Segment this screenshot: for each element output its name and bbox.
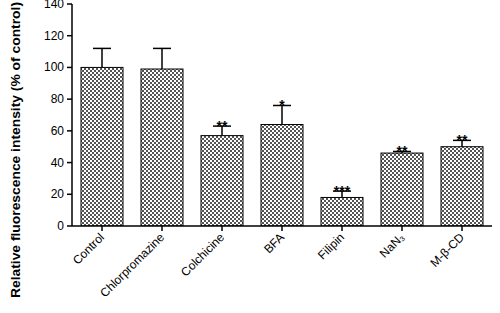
error-bar: [93, 48, 111, 67]
bar: [201, 136, 243, 226]
y-axis: [71, 4, 73, 226]
error-bar: [153, 48, 171, 69]
y-tick: [67, 225, 72, 227]
y-tick-label: 40: [51, 156, 65, 170]
x-tick-label: M-β-CD: [427, 230, 467, 270]
bar: [141, 69, 183, 226]
error-stem: [161, 48, 163, 69]
y-tick: [67, 35, 72, 37]
x-tick: [101, 226, 103, 231]
chart-svg: **********020406080100120140ControlChlor…: [0, 0, 500, 313]
x-tick-label: NaN₃: [377, 230, 407, 260]
x-tick-label: BFA: [261, 230, 287, 256]
x-tick: [161, 226, 163, 231]
y-tick: [67, 98, 72, 100]
x-tick: [281, 226, 283, 231]
y-tick: [67, 162, 72, 164]
y-tick: [67, 67, 72, 69]
x-tick: [341, 226, 343, 231]
error-stem: [101, 48, 103, 67]
bar: [81, 67, 123, 226]
x-tick: [461, 226, 463, 231]
significance-label: **: [457, 132, 468, 148]
y-tick-label: 100: [44, 60, 64, 74]
significance-label: **: [397, 143, 408, 159]
x-tick-label: Filipin: [315, 230, 347, 262]
y-tick-label: 120: [44, 29, 64, 43]
error-cap: [153, 48, 171, 50]
y-tick: [67, 130, 72, 132]
y-tick-label: 60: [51, 124, 65, 138]
y-tick-label: 20: [51, 187, 65, 201]
significance-label: *: [279, 97, 285, 113]
significance-label: ***: [334, 183, 351, 199]
bar: [441, 147, 483, 226]
significance-label: **: [217, 118, 228, 134]
bar: [381, 153, 423, 226]
x-tick: [221, 226, 223, 231]
x-tick-label: Chlorpromazine: [97, 230, 167, 300]
y-tick: [67, 194, 72, 196]
y-tick-label: 80: [51, 92, 65, 106]
x-tick-label: Colchicine: [178, 230, 227, 279]
y-tick-label: 0: [57, 219, 64, 233]
bars: [81, 48, 483, 226]
bar: [321, 197, 363, 226]
x-tick-label: Control: [70, 230, 107, 267]
error-cap: [93, 48, 111, 50]
y-tick-label: 140: [44, 0, 64, 11]
chart-container: **********020406080100120140ControlChlor…: [0, 0, 500, 313]
x-tick: [401, 226, 403, 231]
bar: [261, 125, 303, 226]
y-tick: [67, 3, 72, 5]
y-axis-title: Relative fluorescence intensity (% of co…: [9, 2, 23, 298]
